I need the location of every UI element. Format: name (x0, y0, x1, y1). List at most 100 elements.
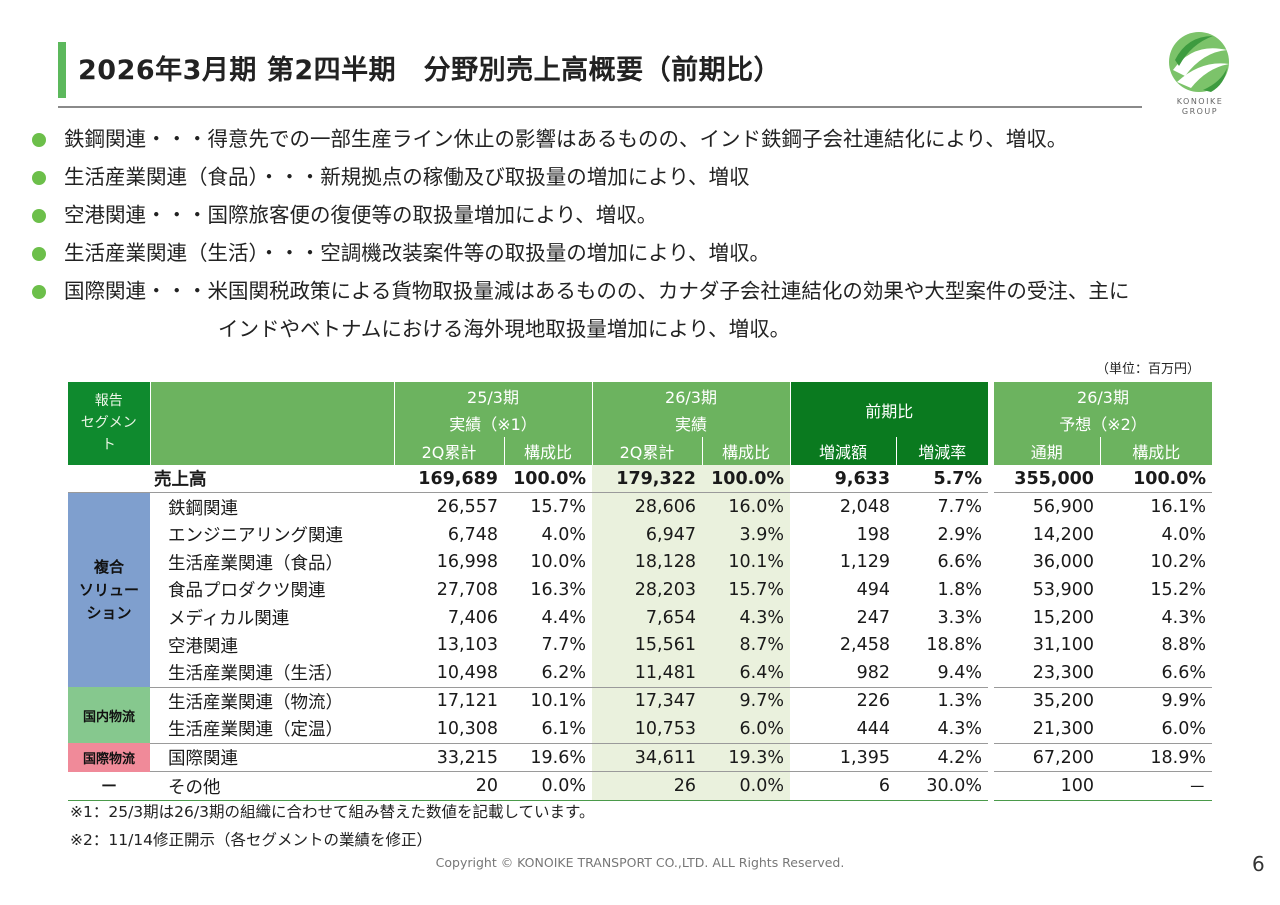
cell-value: 53,900 (1032, 579, 1094, 600)
cell-value: 21,300 (994, 715, 1100, 744)
column-gap (988, 743, 994, 772)
cell-value: 23,300 (994, 658, 1100, 688)
cell-value: 15,561 (592, 631, 702, 659)
column-gap (988, 658, 994, 688)
cell-value: 2.9% (937, 524, 982, 545)
table-row: 生活産業関連（生活） 10,498 6.2% 11,481 6.4% 982 9… (68, 658, 1212, 688)
segment-sales-table: 報告 セグメン ト 25/3期 26/3期 前期比 26/3期 実績（※1） 実… (68, 382, 1212, 801)
col-25-subheader: 実績（※1） (394, 409, 593, 438)
cell-value: 9.4% (896, 658, 988, 688)
bullet-item: 鉄鋼関連・・・得意先での一部生産ライン休止の影響はあるものの、インド鉄鋼子会社連… (30, 120, 1270, 158)
cell-value: 6 (790, 771, 896, 801)
cell-value: 179,322 (592, 464, 702, 494)
cell-value: 13,103 (436, 635, 498, 656)
cell-value: 6.1% (504, 715, 592, 744)
cell-value: 16.3% (530, 579, 586, 600)
cell-value: 4.3% (896, 715, 988, 744)
cell-value: 100.0% (702, 464, 790, 494)
cell-value: 6.6% (1100, 658, 1212, 688)
sub-header: 構成比 (504, 437, 593, 465)
table-row: 空港関連 13,103 7.7% 15,561 8.7% 2,458 18.8%… (68, 631, 1212, 659)
segment-cell-other: － (68, 771, 150, 801)
table-row: 生活産業関連（食品） 16,998 10.0% 18,128 10.1% 1,1… (68, 548, 1212, 577)
cell-value: 18.8% (926, 635, 982, 656)
cell-value: 16.0% (702, 492, 790, 521)
cell-value: 8.8% (1161, 635, 1206, 656)
row-label: 生活産業関連（物流） (168, 692, 343, 713)
cell-value: 100.0% (504, 464, 592, 494)
cell-value: 10.1% (530, 691, 586, 712)
cell-value: 0.0% (702, 771, 790, 801)
bullet-text: 生活産業関連（生活）・・・空調機改装案件等の取扱量の増加により、増収。 (64, 241, 771, 265)
cell-value: 1,395 (790, 743, 896, 773)
cell-value: 8.7% (702, 631, 790, 659)
cell-value: 16,998 (436, 552, 498, 573)
title-divider (58, 106, 1142, 108)
cell-value: 35,200 (1032, 691, 1094, 712)
row-label: エンジニアリング関連 (168, 526, 343, 547)
cell-value: 15.7% (530, 497, 586, 518)
page-number: 6 (1252, 852, 1265, 876)
segment-cell-kokunai: 国内物流 (68, 687, 150, 744)
col-forecast-header: 26/3期 (994, 382, 1212, 410)
sub-header: 構成比 (702, 437, 791, 465)
row-label: 売上高 (150, 464, 394, 494)
table-row: 生活産業関連（定温） 10,308 6.1% 10,753 6.0% 444 4… (68, 715, 1212, 744)
column-gap (988, 603, 994, 632)
cell-value: 18.9% (1100, 743, 1212, 773)
cell-value: － (1100, 771, 1212, 801)
cell-value: 1.3% (937, 691, 982, 712)
cell-value: 19.6% (504, 743, 592, 773)
sub-header: 通期 (994, 437, 1101, 465)
copyright: Copyright © KONOIKE TRANSPORT CO.,LTD. A… (435, 855, 845, 870)
sub-header: 2Q累計 (592, 437, 703, 465)
cell-value: 10,308 (394, 715, 504, 744)
cell-value: 10,498 (394, 658, 504, 688)
cell-value: 444 (790, 715, 896, 744)
cell-value: 16.1% (1150, 497, 1206, 518)
footnote-2: ※2：11/14修正開示（各セグメントの業績を修正） (70, 831, 433, 849)
cell-value: 36,000 (1032, 552, 1094, 573)
column-gap (988, 520, 994, 549)
cell-value: 31,100 (1032, 635, 1094, 656)
bullet-list: 鉄鋼関連・・・得意先での一部生産ライン休止の影響はあるものの、インド鉄鋼子会社連… (30, 120, 1270, 348)
cell-value: 9.7% (702, 687, 790, 716)
cell-value: 26,557 (436, 497, 498, 518)
cell-value: 2,048 (839, 497, 890, 518)
bullet-dot-icon (32, 247, 46, 261)
row-label: メディカル関連 (168, 609, 290, 630)
segment-header-line: ト (101, 437, 116, 454)
segment-label-line: ソリュー (78, 580, 139, 599)
cell-value: 1.8% (937, 579, 982, 600)
cell-value: 15.7% (702, 576, 790, 604)
cell-value: 100.0% (1100, 464, 1212, 494)
row-label: 生活産業関連（生活） (150, 658, 394, 688)
cell-value: 6,947 (592, 520, 702, 549)
row-label: その他 (150, 771, 394, 801)
cell-value: 4.2% (896, 743, 988, 773)
table-row: エンジニアリング関連 6,748 4.0% 6,947 3.9% 198 2.9… (68, 520, 1212, 549)
bullet-text: 国際関連・・・米国関税政策による貨物取扱量減はあるものの、カナダ子会社連結化の効… (64, 279, 1130, 303)
cell-value: 56,900 (1032, 497, 1094, 518)
cell-value: 30.0% (896, 771, 988, 801)
konoike-logo-icon (1169, 32, 1229, 92)
cell-value: 4.0% (1161, 524, 1206, 545)
segment-header-line: セグメン (80, 415, 137, 432)
column-gap (988, 687, 994, 716)
col-26-subheader: 実績 (592, 409, 791, 438)
cell-value: 33,215 (394, 743, 504, 773)
row-label: 生活産業関連（食品） (168, 553, 343, 574)
cell-value: 15.2% (1150, 579, 1206, 600)
cell-value: 3.3% (937, 607, 982, 628)
column-gap (988, 382, 994, 465)
column-gap (988, 715, 994, 744)
col-yoy-header: 前期比 (790, 382, 988, 438)
cell-value: 5.7% (896, 464, 988, 494)
cell-value: 26 (592, 771, 702, 801)
column-gap (988, 464, 994, 493)
cell-value: 11,481 (592, 658, 702, 688)
cell-value: 6.2% (504, 658, 592, 688)
sub-header: 増減率 (896, 437, 988, 465)
segment-cell-fukugo: 複合 ソリュー ション (68, 492, 150, 688)
col-25-header: 25/3期 (394, 382, 593, 410)
